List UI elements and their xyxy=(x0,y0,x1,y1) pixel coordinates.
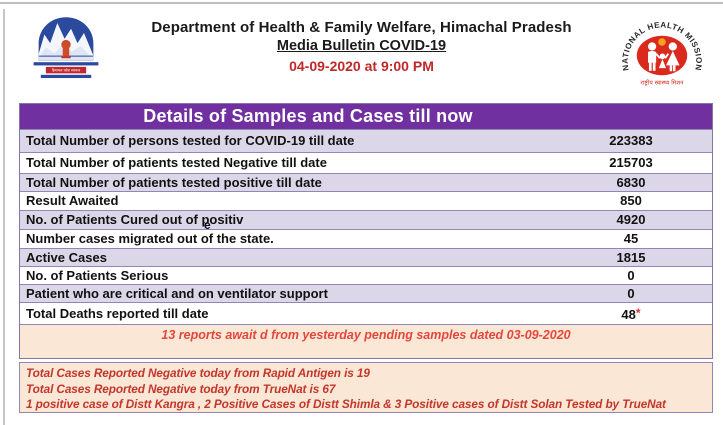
row-value: 45 xyxy=(623,231,639,246)
row-value: 48* xyxy=(550,303,712,324)
nhm-logo: NATIONAL HEALTH MISSION राष्ट्रीय स्वास्… xyxy=(621,20,703,86)
note-line: Total Cases Reported Negative today from… xyxy=(26,366,370,380)
row-value: 0 xyxy=(627,268,635,283)
department-title: Department of Health & Family Welfare, H… xyxy=(151,19,572,36)
nhm-family-figures xyxy=(647,42,680,72)
row-value: 1815 xyxy=(616,250,646,265)
row-value: 6830 xyxy=(616,175,646,190)
row-value: 850 xyxy=(620,193,642,208)
samples-cases-table: Details of Samples and Cases till now To… xyxy=(19,103,713,359)
note-line: 1 positive case of Distt Kangra , 2 Posi… xyxy=(26,397,666,411)
row-label: Number cases migrated out of the state. xyxy=(26,231,274,246)
deaths-count: 48 xyxy=(621,307,636,322)
table-row: Total Number of persons tested for COVID… xyxy=(20,129,712,152)
wrapped-character-e: e xyxy=(204,218,211,232)
row-value: 215703 xyxy=(609,155,653,170)
row-label: Total Number of persons tested for COVID… xyxy=(26,133,355,148)
hp-logo-ashoka-emblem xyxy=(61,39,71,59)
table-row: No. of Patients Cured out of positiv 492… xyxy=(20,210,712,229)
hp-logo-banner xyxy=(45,66,87,74)
table-row: Patient who are critical and on ventilat… xyxy=(20,284,712,302)
bulletin-header: Department of Health & Family Welfare, H… xyxy=(120,19,603,74)
deaths-asterisk: * xyxy=(635,306,641,320)
table-row: No. of Patients Serious 0 xyxy=(20,266,712,284)
row-value: 4920 xyxy=(616,212,646,227)
table-row: Number cases migrated out of the state. … xyxy=(20,229,712,248)
bulletin-datetime: 04-09-2020 at 9:00 PM xyxy=(289,58,434,74)
row-label: Total Deaths reported till date xyxy=(26,306,209,321)
note-line: Total Cases Reported Negative today from… xyxy=(26,381,336,396)
row-label: Total Number of patients tested positive… xyxy=(26,175,322,190)
hp-government-logo: हिमाचल प्रदेश सरकार xyxy=(33,17,99,79)
row-label: No. of Patients Serious xyxy=(26,268,169,283)
daily-notes-block: Total Cases Reported Negative today from… xyxy=(19,362,713,413)
row-label: No. of Patients Cured out of positiv xyxy=(26,212,244,227)
nhm-sun-icon xyxy=(658,38,666,46)
hp-logo-stripe-top xyxy=(33,62,99,66)
table-title: Details of Samples and Cases till now xyxy=(20,104,712,129)
hp-logo-stripe-bottom xyxy=(40,74,92,79)
table-row: Total Number of patients tested Negative… xyxy=(20,152,712,173)
row-label: Active Cases xyxy=(26,250,107,265)
row-label: Total Number of patients tested Negative… xyxy=(26,155,327,170)
table-row: Result Awaited 850 xyxy=(20,191,712,210)
table-row-total-deaths: Total Deaths reported till date 48* xyxy=(20,302,712,324)
row-label: Patient who are critical and on ventilat… xyxy=(26,286,328,301)
row-value: 0 xyxy=(627,286,635,301)
table-row: Active Cases 1815 xyxy=(20,248,712,266)
pending-reports-note: 13 reports await d from yesterday pendin… xyxy=(20,324,712,358)
table-row: Total Number of patients tested positive… xyxy=(20,173,712,191)
bulletin-title: Media Bulletin COVID-19 xyxy=(276,38,447,54)
left-page-edge xyxy=(3,9,5,425)
row-label: Result Awaited xyxy=(26,193,119,208)
nhm-caption: राष्ट्रीय स्वास्थ्य मिशन xyxy=(641,78,685,86)
row-value: 223383 xyxy=(609,133,653,148)
top-divider xyxy=(0,2,723,4)
hp-logo-banner-text: हिमाचल प्रदेश सरकार xyxy=(52,68,81,73)
